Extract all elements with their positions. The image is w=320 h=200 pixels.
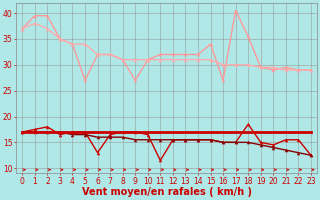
X-axis label: Vent moyen/en rafales ( km/h ): Vent moyen/en rafales ( km/h ): [82, 187, 252, 197]
